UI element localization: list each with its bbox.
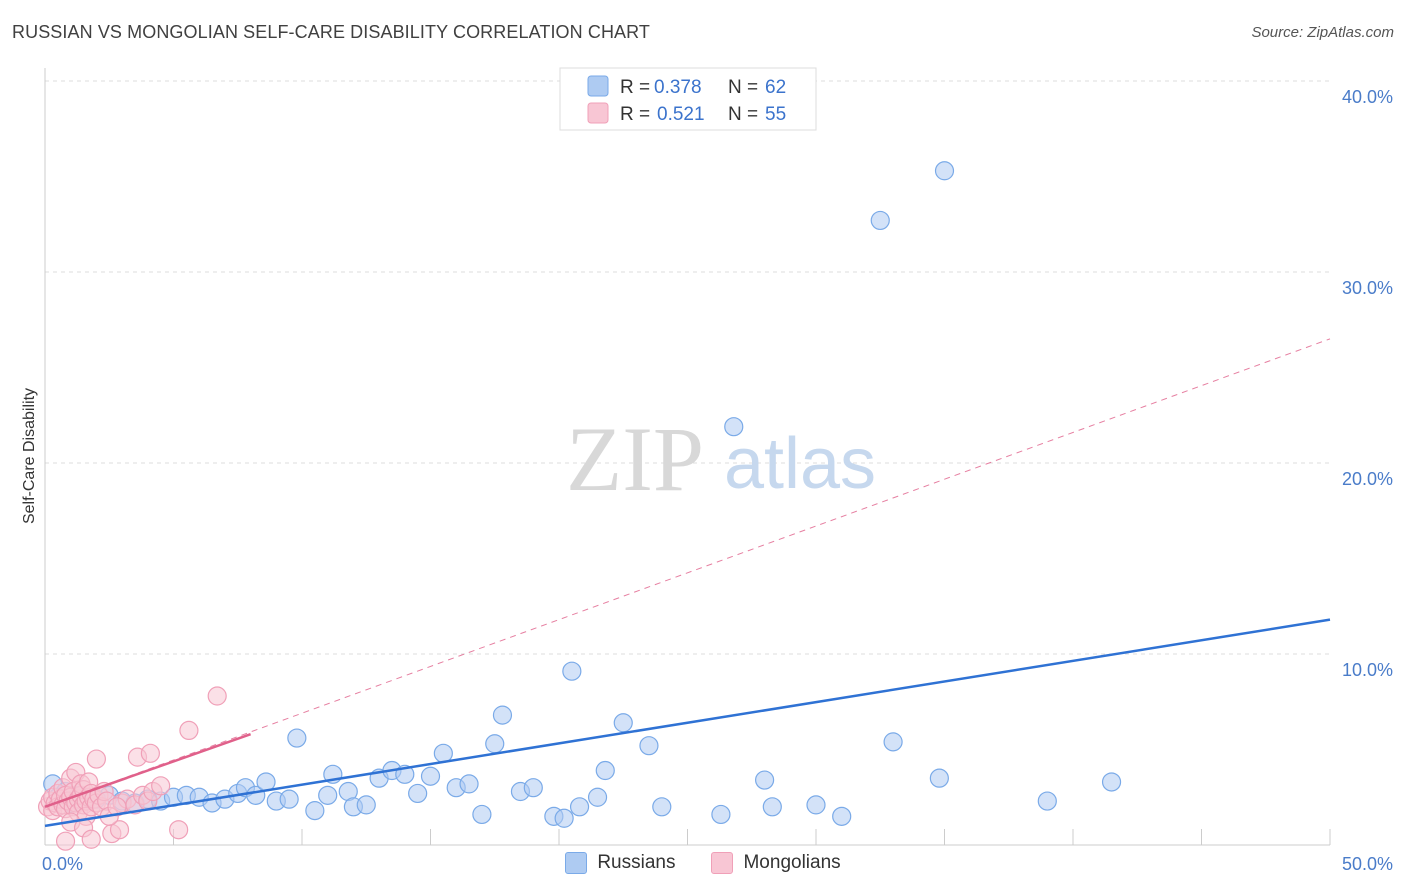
data-point-russians [459,774,479,794]
data-point-russians [754,770,775,790]
x-tick-label: 0.0% [42,854,83,874]
data-point-mongolians [86,749,107,769]
data-point-russians [934,161,955,181]
data-point-russians [832,806,852,826]
data-point-mongolians [179,720,199,741]
data-point-russians [279,789,299,809]
legend-r-label-mongolians: R = [620,104,650,125]
bottom-legend-item-russians: Russians [565,852,675,874]
data-point-russians [433,743,453,763]
axes [44,68,1331,846]
data-point-mongolians [151,776,171,796]
legend: R = 0.378 N = 62 R = 0.521 N = 55 [559,67,817,131]
bottom-legend-item-mongolians: Mongolians [711,852,841,874]
data-point-russians [870,210,890,231]
chart-source: Source: ZipAtlas.com [1251,24,1394,41]
data-point-mongolians [81,829,101,849]
bottom-legend-swatch-russians [565,852,588,874]
data-point-russians [287,728,307,748]
legend-r-value-russians: 0.378 [654,77,702,98]
data-point-russians [595,760,615,781]
watermark: ZIP atlas [566,408,876,510]
trend-lines [44,338,1331,808]
legend-r-value-mongolians: 0.521 [657,104,705,125]
trend-line-mongolians-extended [44,338,1331,808]
y-tick-label: 40.0% [1342,87,1393,107]
data-point-russians [613,713,633,733]
data-point-mongolians [207,686,227,706]
watermark-zip: ZIP [566,408,704,510]
data-point-russians [929,768,949,788]
legend-swatch-mongolians [587,102,609,124]
data-point-russians [485,734,505,754]
grid [45,80,1330,655]
data-point-russians [472,804,492,825]
data-point-russians [639,736,659,756]
data-point-russians [883,732,903,752]
data-point-russians [420,766,441,786]
watermark-atlas: atlas [724,424,876,504]
x-tick-label: 50.0% [1342,854,1393,874]
legend-n-label-russians: N = [728,77,758,98]
data-point-russians [1037,791,1057,811]
data-point-mongolians [107,797,127,817]
tick-labels: 10.0% 20.0% 30.0% 40.0% 0.0% 50.0% [42,87,1393,874]
data-point-russians [356,795,376,815]
data-point-russians [652,797,672,817]
y-tick-label: 10.0% [1342,660,1393,680]
data-point-russians [305,801,325,821]
data-point-russians [554,808,574,828]
bottom-legend: Russians Mongolians [0,852,1406,874]
y-tick-label: 30.0% [1342,278,1393,298]
data-point-mongolians [109,820,130,840]
legend-r-label-russians: R = [620,77,650,98]
bottom-legend-swatch-mongolians [711,852,734,874]
data-point-russians [1101,772,1122,792]
data-point-russians [806,795,826,815]
trend-line-russians [44,618,1331,828]
legend-n-value-mongolians: 55 [765,104,786,125]
data-point-russians [762,797,782,817]
legend-n-value-russians: 62 [765,77,786,98]
data-point-russians [408,783,428,804]
data-point-russians [569,797,590,817]
bottom-legend-label-russians: Russians [597,852,676,873]
data-point-mongolians [140,743,160,763]
data-point-russians [724,417,744,437]
legend-n-label-mongolians: N = [728,104,758,125]
y-tick-label: 20.0% [1342,469,1393,489]
trend-line-mongolians [44,733,252,808]
chart-title: RUSSIAN VS MONGOLIAN SELF-CARE DISABILIT… [12,22,651,42]
bottom-legend-label-mongolians: Mongolians [743,852,841,873]
data-point-russians [587,787,608,807]
data-point-russians [562,661,582,681]
legend-swatch-russians [587,75,609,97]
data-point-russians [523,778,543,798]
data-point-mongolians [169,820,189,840]
data-point-russians [318,785,338,805]
data-point-russians [711,804,731,825]
data-point-mongolians [55,831,76,851]
data-point-russians [492,705,513,725]
